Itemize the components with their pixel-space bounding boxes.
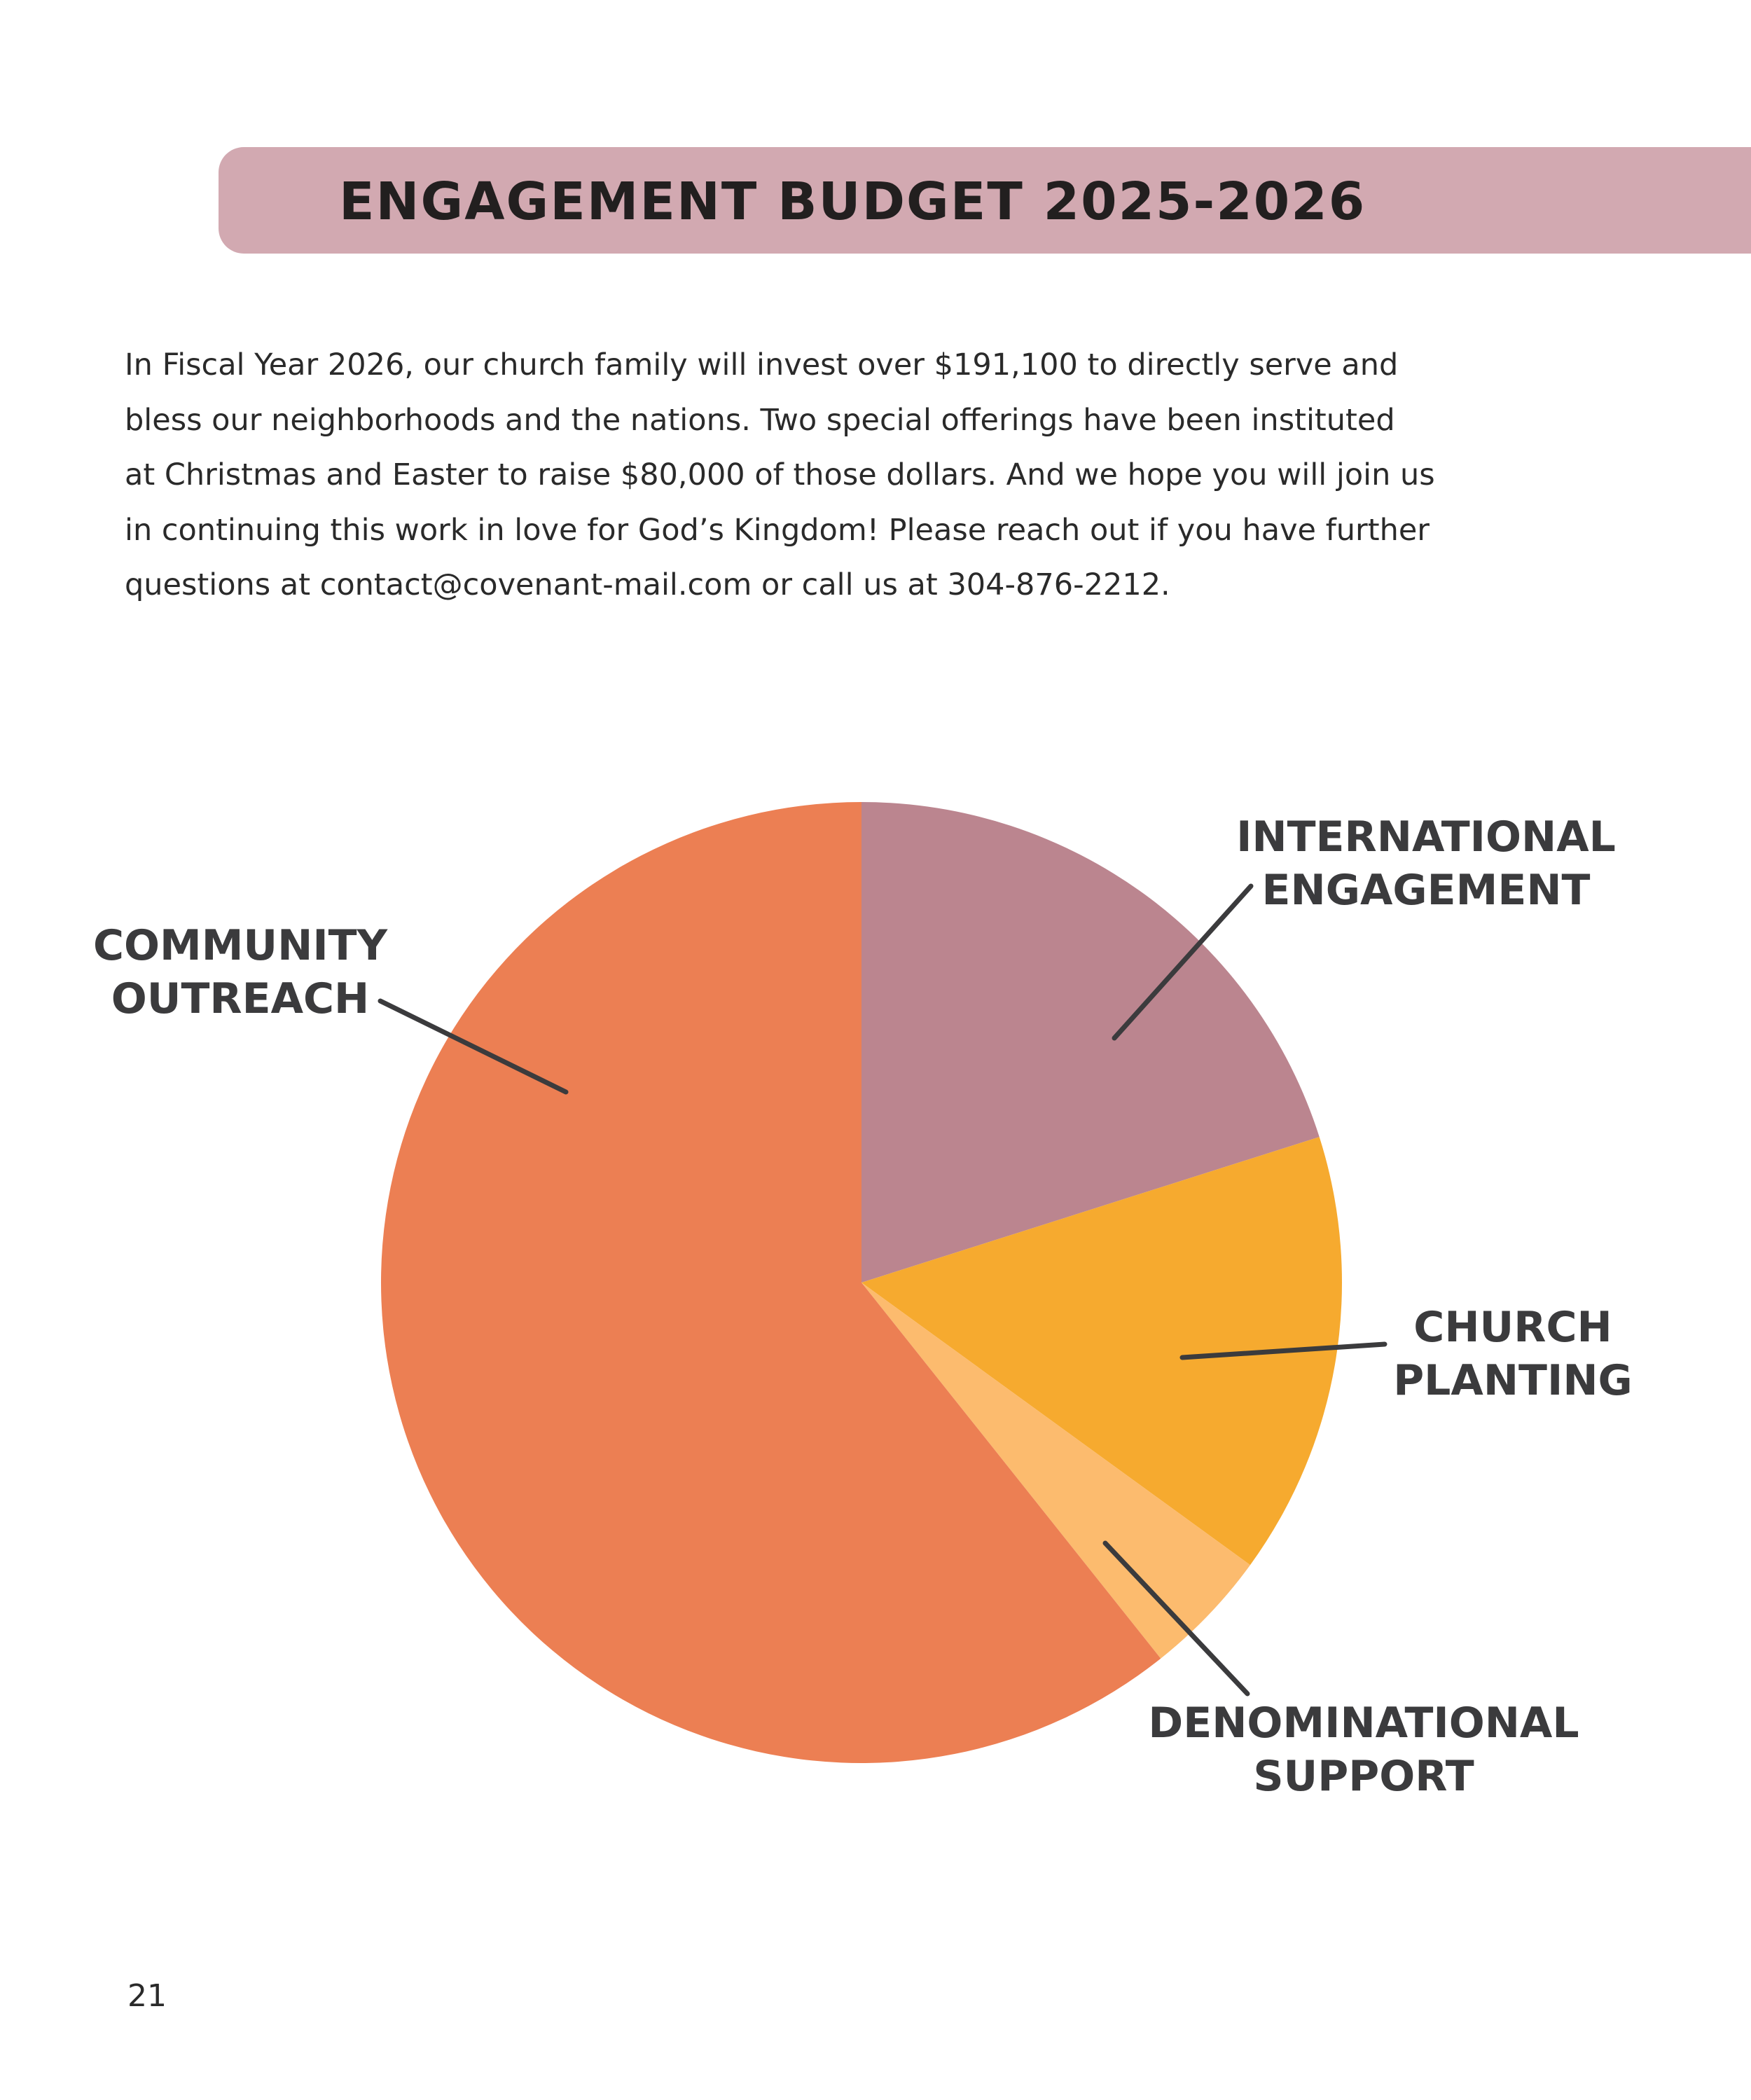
slice-label-international-engagement: INTERNATIONAL ENGAGEMENT (1236, 813, 1616, 915)
pie-slice-church-planting (861, 1137, 1342, 1566)
intro-line: at Christmas and Easter to raise $80,000… (125, 457, 1435, 492)
intro-line: questions at contact@covenant-mail.com o… (125, 567, 1170, 602)
intro-paragraph: In Fiscal Year 2026, our church family w… (125, 338, 1652, 613)
leader-line-community-outreach (378, 998, 569, 1095)
intro-line: In Fiscal Year 2026, our church family w… (125, 347, 1399, 382)
page-title: ENGAGEMENT BUDGET 2025-2026 (339, 172, 1366, 232)
pie-slice-international-engagement (861, 802, 1320, 1283)
page-number: 21 (127, 1978, 167, 2014)
pie-slice-community-outreach (380, 802, 1161, 1764)
title-banner (219, 147, 1751, 254)
intro-line: bless our neighborhoods and the nations.… (125, 402, 1395, 438)
slice-label-church-planting: CHURCH PLANTING (1393, 1303, 1633, 1405)
slice-label-community-outreach: COMMUNITY OUTREACH (93, 921, 389, 1023)
slice-label-denominational-support: DENOMINATIONAL SUPPORT (1148, 1699, 1579, 1801)
leader-line-church-planting (1179, 1341, 1387, 1360)
pie-slice-denominational-support (861, 1283, 1250, 1659)
leader-line-international-engagement (1112, 883, 1254, 1041)
leader-line-denominational-support (1102, 1540, 1250, 1697)
intro-line: in continuing this work in love for God’… (125, 512, 1430, 548)
